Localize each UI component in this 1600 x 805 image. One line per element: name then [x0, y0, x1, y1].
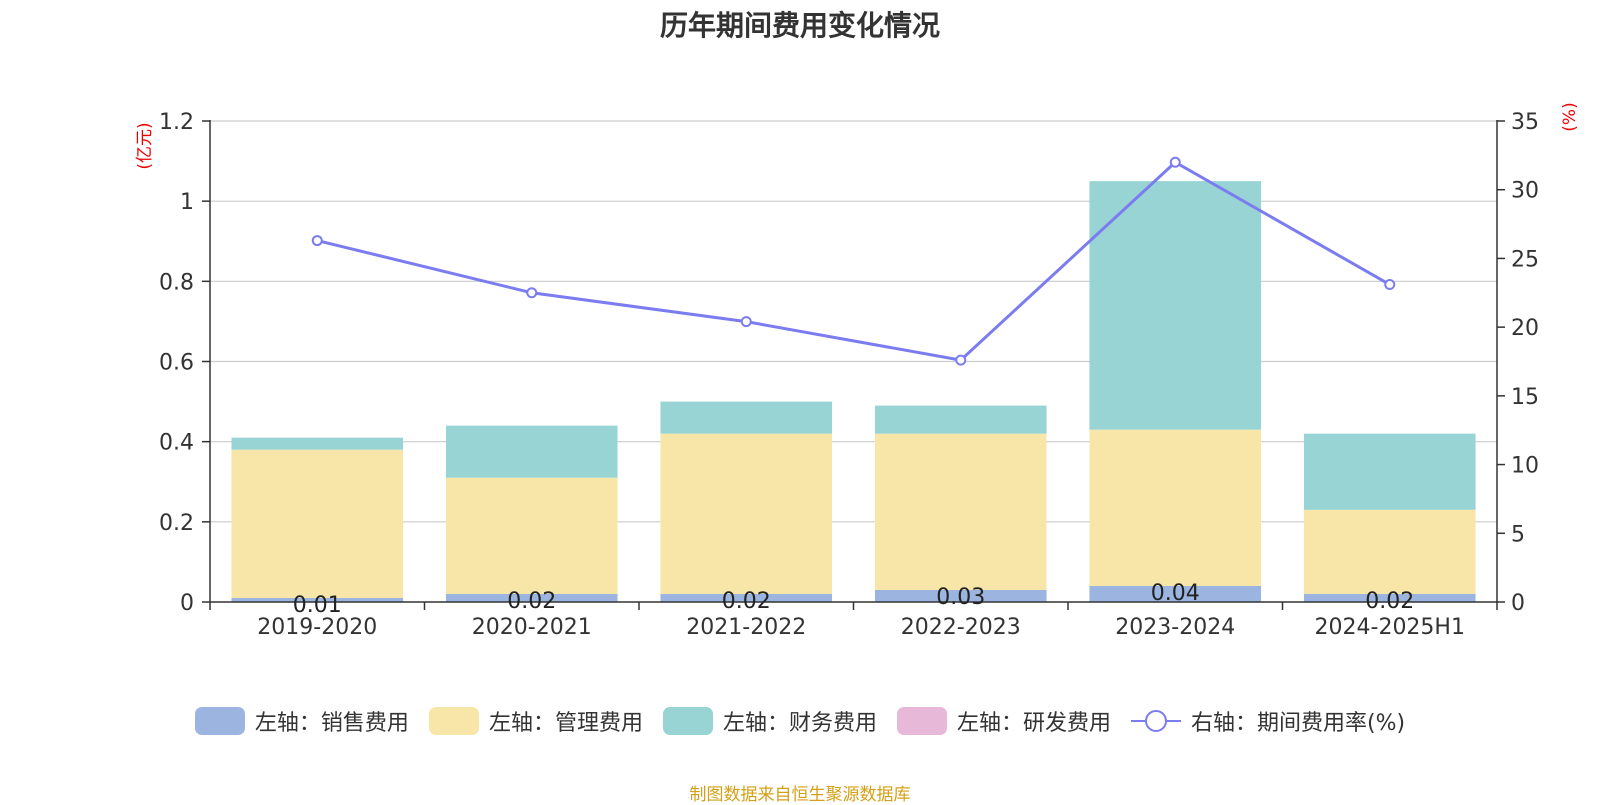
bar-segment-2 [1303, 433, 1476, 510]
bar-segment-1 [1089, 429, 1262, 586]
x-axis-tick-label: 2019-2020 [257, 615, 377, 640]
ratio-point [526, 287, 538, 299]
x-axis-tick-label: 2024-2025H1 [1315, 615, 1465, 640]
left-axis-tick-label: 0.4 [159, 431, 194, 456]
legend-swatch-admin [428, 707, 479, 735]
ratio-point [1384, 279, 1396, 291]
left-axis-tick-label: 0.6 [159, 351, 194, 376]
legend: 左轴：销售费用 左轴：管理费用 左轴：财务费用 左轴：研发费用 右轴：期间费用率… [0, 705, 1600, 737]
legend-label-finance: 左轴：财务费用 [722, 711, 877, 736]
legend-item-ratio[interactable]: 右轴：期间费用率(%) [1130, 705, 1406, 737]
chart-title: 历年期间费用变化情况 [659, 9, 940, 42]
bar-data-label: 0.02 [1365, 589, 1414, 614]
legend-line-circle-icon [1130, 710, 1181, 732]
right-axis-tick-label: 0 [1511, 591, 1525, 616]
bar-segment-0 [874, 589, 1047, 602]
bar-data-label: 0.02 [507, 589, 556, 614]
left-axis-unit-label: (亿元) [135, 122, 155, 169]
legend-swatch-finance [662, 707, 713, 735]
ratio-point [740, 316, 752, 328]
right-axis-tick-label: 30 [1511, 179, 1539, 204]
bar-segment-2 [1089, 181, 1262, 430]
bar-segment-0 [660, 593, 833, 602]
bar-data-label: 0.02 [722, 589, 771, 614]
right-axis-tick-label: 25 [1511, 247, 1539, 272]
legend-item-finance[interactable]: 左轴：财务费用 [662, 705, 877, 737]
bar-segment-0 [231, 597, 404, 602]
source-note: 制图数据来自恒生聚源数据库 [689, 785, 911, 805]
bar-segment-2 [660, 401, 833, 434]
legend-item-admin[interactable]: 左轴：管理费用 [428, 705, 643, 737]
legend-swatch-rnd [896, 707, 947, 735]
right-axis-tick-label: 35 [1511, 110, 1539, 135]
bar-segment-0 [1303, 593, 1476, 602]
right-axis-tick-label: 5 [1511, 522, 1525, 547]
bar-segment-2 [874, 405, 1047, 434]
ratio-point [955, 354, 967, 366]
bar-segment-1 [445, 477, 618, 594]
legend-item-sales[interactable]: 左轴：销售费用 [194, 705, 409, 737]
bar-data-label: 0.01 [293, 593, 342, 618]
left-axis-tick-label: 0 [180, 591, 194, 616]
bar-segment-1 [660, 433, 833, 594]
legend-label-ratio: 右轴：期间费用率(%) [1190, 711, 1406, 736]
ratio-line [316, 160, 1391, 362]
right-axis-tick-label: 15 [1511, 385, 1539, 410]
x-axis-tick-label: 2022-2023 [901, 615, 1021, 640]
x-axis-tick-label: 2021-2022 [686, 615, 806, 640]
ratio-point [311, 235, 323, 247]
legend-label-admin: 左轴：管理费用 [488, 711, 643, 736]
bar-segment-0 [1089, 585, 1262, 602]
left-axis-tick-label: 1.2 [159, 110, 194, 135]
bar-segment-0 [445, 593, 618, 602]
legend-item-rnd[interactable]: 左轴：研发费用 [896, 705, 1111, 737]
x-axis-tick-label: 2023-2024 [1115, 615, 1235, 640]
bar-segment-1 [1303, 509, 1476, 594]
left-axis-tick-label: 1 [180, 190, 194, 215]
x-axis-tick-label: 2020-2021 [472, 615, 592, 640]
left-axis-tick-label: 0.2 [159, 511, 194, 536]
right-axis-unit-label: (%) [1560, 102, 1580, 131]
legend-label-rnd: 左轴：研发费用 [956, 711, 1111, 736]
bar-segment-2 [445, 425, 618, 478]
right-axis-tick-label: 20 [1511, 316, 1539, 341]
left-axis-tick-label: 0.8 [159, 270, 194, 295]
legend-swatch-sales [194, 707, 245, 735]
right-axis-tick-label: 10 [1511, 454, 1539, 479]
bar-segment-1 [231, 449, 404, 598]
legend-label-sales: 左轴：销售费用 [254, 711, 409, 736]
bar-segment-2 [231, 437, 404, 450]
bar-data-label: 0.03 [936, 585, 985, 610]
bar-segment-1 [874, 433, 1047, 590]
ratio-point [1169, 156, 1181, 168]
bar-data-label: 0.04 [1151, 581, 1200, 606]
